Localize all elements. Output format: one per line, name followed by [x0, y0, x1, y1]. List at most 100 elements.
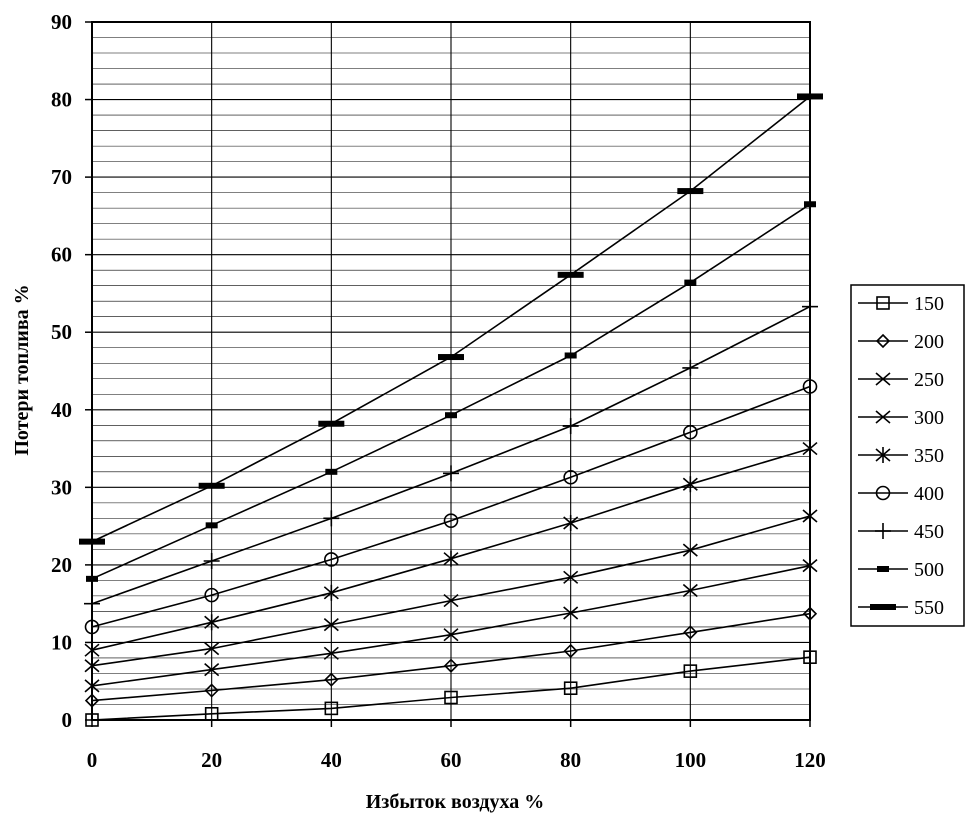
data-point-400 [683, 424, 698, 440]
series-300 [84, 509, 818, 673]
y-tick-label: 80 [51, 88, 72, 112]
y-tick-label: 70 [51, 165, 72, 189]
data-point-300 [682, 543, 698, 557]
legend-item-300: 300 [858, 407, 944, 429]
data-point-250 [682, 583, 698, 598]
data-point-300 [204, 642, 220, 656]
data-point-200 [84, 693, 100, 708]
series-350 [84, 440, 818, 659]
data-point-550 [557, 271, 584, 278]
x-tick-label: 100 [675, 748, 707, 772]
data-point-400 [84, 619, 100, 635]
series-250 [84, 559, 818, 693]
legend-marker-400 [875, 485, 891, 501]
data-point-450 [562, 418, 579, 435]
legend-label: 450 [914, 521, 944, 543]
legend-item-550: 550 [858, 597, 944, 619]
data-point-200 [324, 672, 339, 687]
series-450 [84, 298, 818, 612]
data-point-350 [84, 642, 100, 659]
y-tick-label: 20 [51, 553, 72, 577]
data-point-300 [84, 659, 100, 673]
data-point-150 [204, 706, 219, 721]
legend-item-500: 500 [858, 559, 944, 581]
data-point-450 [443, 465, 459, 482]
data-point-200 [563, 643, 578, 659]
legend-label: 500 [914, 559, 944, 581]
legend-item-350: 350 [858, 445, 944, 467]
x-tick-label: 20 [201, 748, 222, 772]
data-point-550 [677, 188, 704, 195]
data-point-500 [684, 279, 697, 286]
data-point-150 [444, 690, 458, 705]
legend-marker-450 [875, 523, 891, 539]
data-point-500 [325, 468, 338, 475]
legend-label: 550 [914, 597, 944, 619]
data-point-400 [802, 379, 818, 394]
data-point-400 [443, 513, 459, 528]
data-point-550 [318, 420, 345, 427]
x-tick-label: 0 [87, 748, 98, 772]
legend-item-450: 450 [858, 521, 944, 543]
series-150 [85, 650, 817, 727]
legend-label: 400 [914, 483, 944, 505]
data-point-450 [84, 595, 100, 612]
data-point-250 [563, 606, 579, 620]
grid [91, 21, 811, 721]
data-point-150 [803, 650, 817, 664]
x-tick-label: 80 [560, 748, 581, 772]
legend-label: 200 [914, 331, 944, 353]
data-point-250 [443, 628, 459, 642]
data-point-500 [86, 575, 98, 582]
data-point-350 [323, 584, 339, 601]
x-tick-label: 40 [321, 748, 342, 772]
series-line-200 [91, 612, 811, 702]
data-point-500 [804, 201, 816, 208]
data-point-350 [802, 440, 818, 457]
legend-item-200: 200 [858, 331, 944, 353]
legend-item-150: 150 [858, 293, 944, 315]
y-tick-label: 90 [51, 10, 72, 34]
data-point-350 [204, 614, 220, 631]
data-point-300 [443, 593, 459, 608]
y-tick-label: 10 [51, 630, 72, 654]
data-point-300 [323, 617, 339, 632]
data-point-300 [563, 570, 579, 584]
data-point-150 [683, 664, 698, 678]
data-point-200 [443, 658, 459, 673]
legend-marker-150 [876, 296, 890, 310]
y-tick-label: 0 [62, 708, 73, 732]
data-point-450 [323, 510, 340, 527]
data-point-150 [563, 681, 578, 696]
data-point-350 [682, 476, 698, 493]
series-line-150 [91, 656, 811, 721]
y-tick-label: 40 [51, 398, 72, 422]
data-point-450 [682, 359, 699, 376]
legend-label: 150 [914, 293, 944, 315]
y-tick-label: 60 [51, 243, 72, 267]
series-200 [84, 606, 818, 708]
data-point-350 [443, 550, 459, 567]
legend-marker-300 [875, 410, 891, 424]
series-group [79, 93, 823, 727]
data-point-250 [802, 559, 818, 573]
legend-marker-500 [877, 566, 889, 572]
data-point-500 [564, 352, 577, 359]
x-tick-label: 60 [441, 748, 462, 772]
data-point-450 [203, 553, 220, 570]
data-point-400 [324, 552, 339, 567]
data-point-350 [563, 515, 579, 532]
legend-label: 250 [914, 369, 944, 391]
data-point-200 [204, 683, 219, 698]
data-point-500 [445, 412, 457, 419]
data-point-550 [79, 538, 105, 545]
data-point-300 [802, 509, 818, 523]
series-500 [86, 201, 816, 582]
data-point-400 [204, 587, 219, 603]
data-point-150 [85, 713, 99, 727]
legend: 150 200 250 300 350 400 450 500 550 [850, 284, 965, 627]
legend-label: 350 [914, 445, 944, 467]
y-tick-label: 50 [51, 320, 72, 344]
data-point-550 [797, 93, 823, 100]
